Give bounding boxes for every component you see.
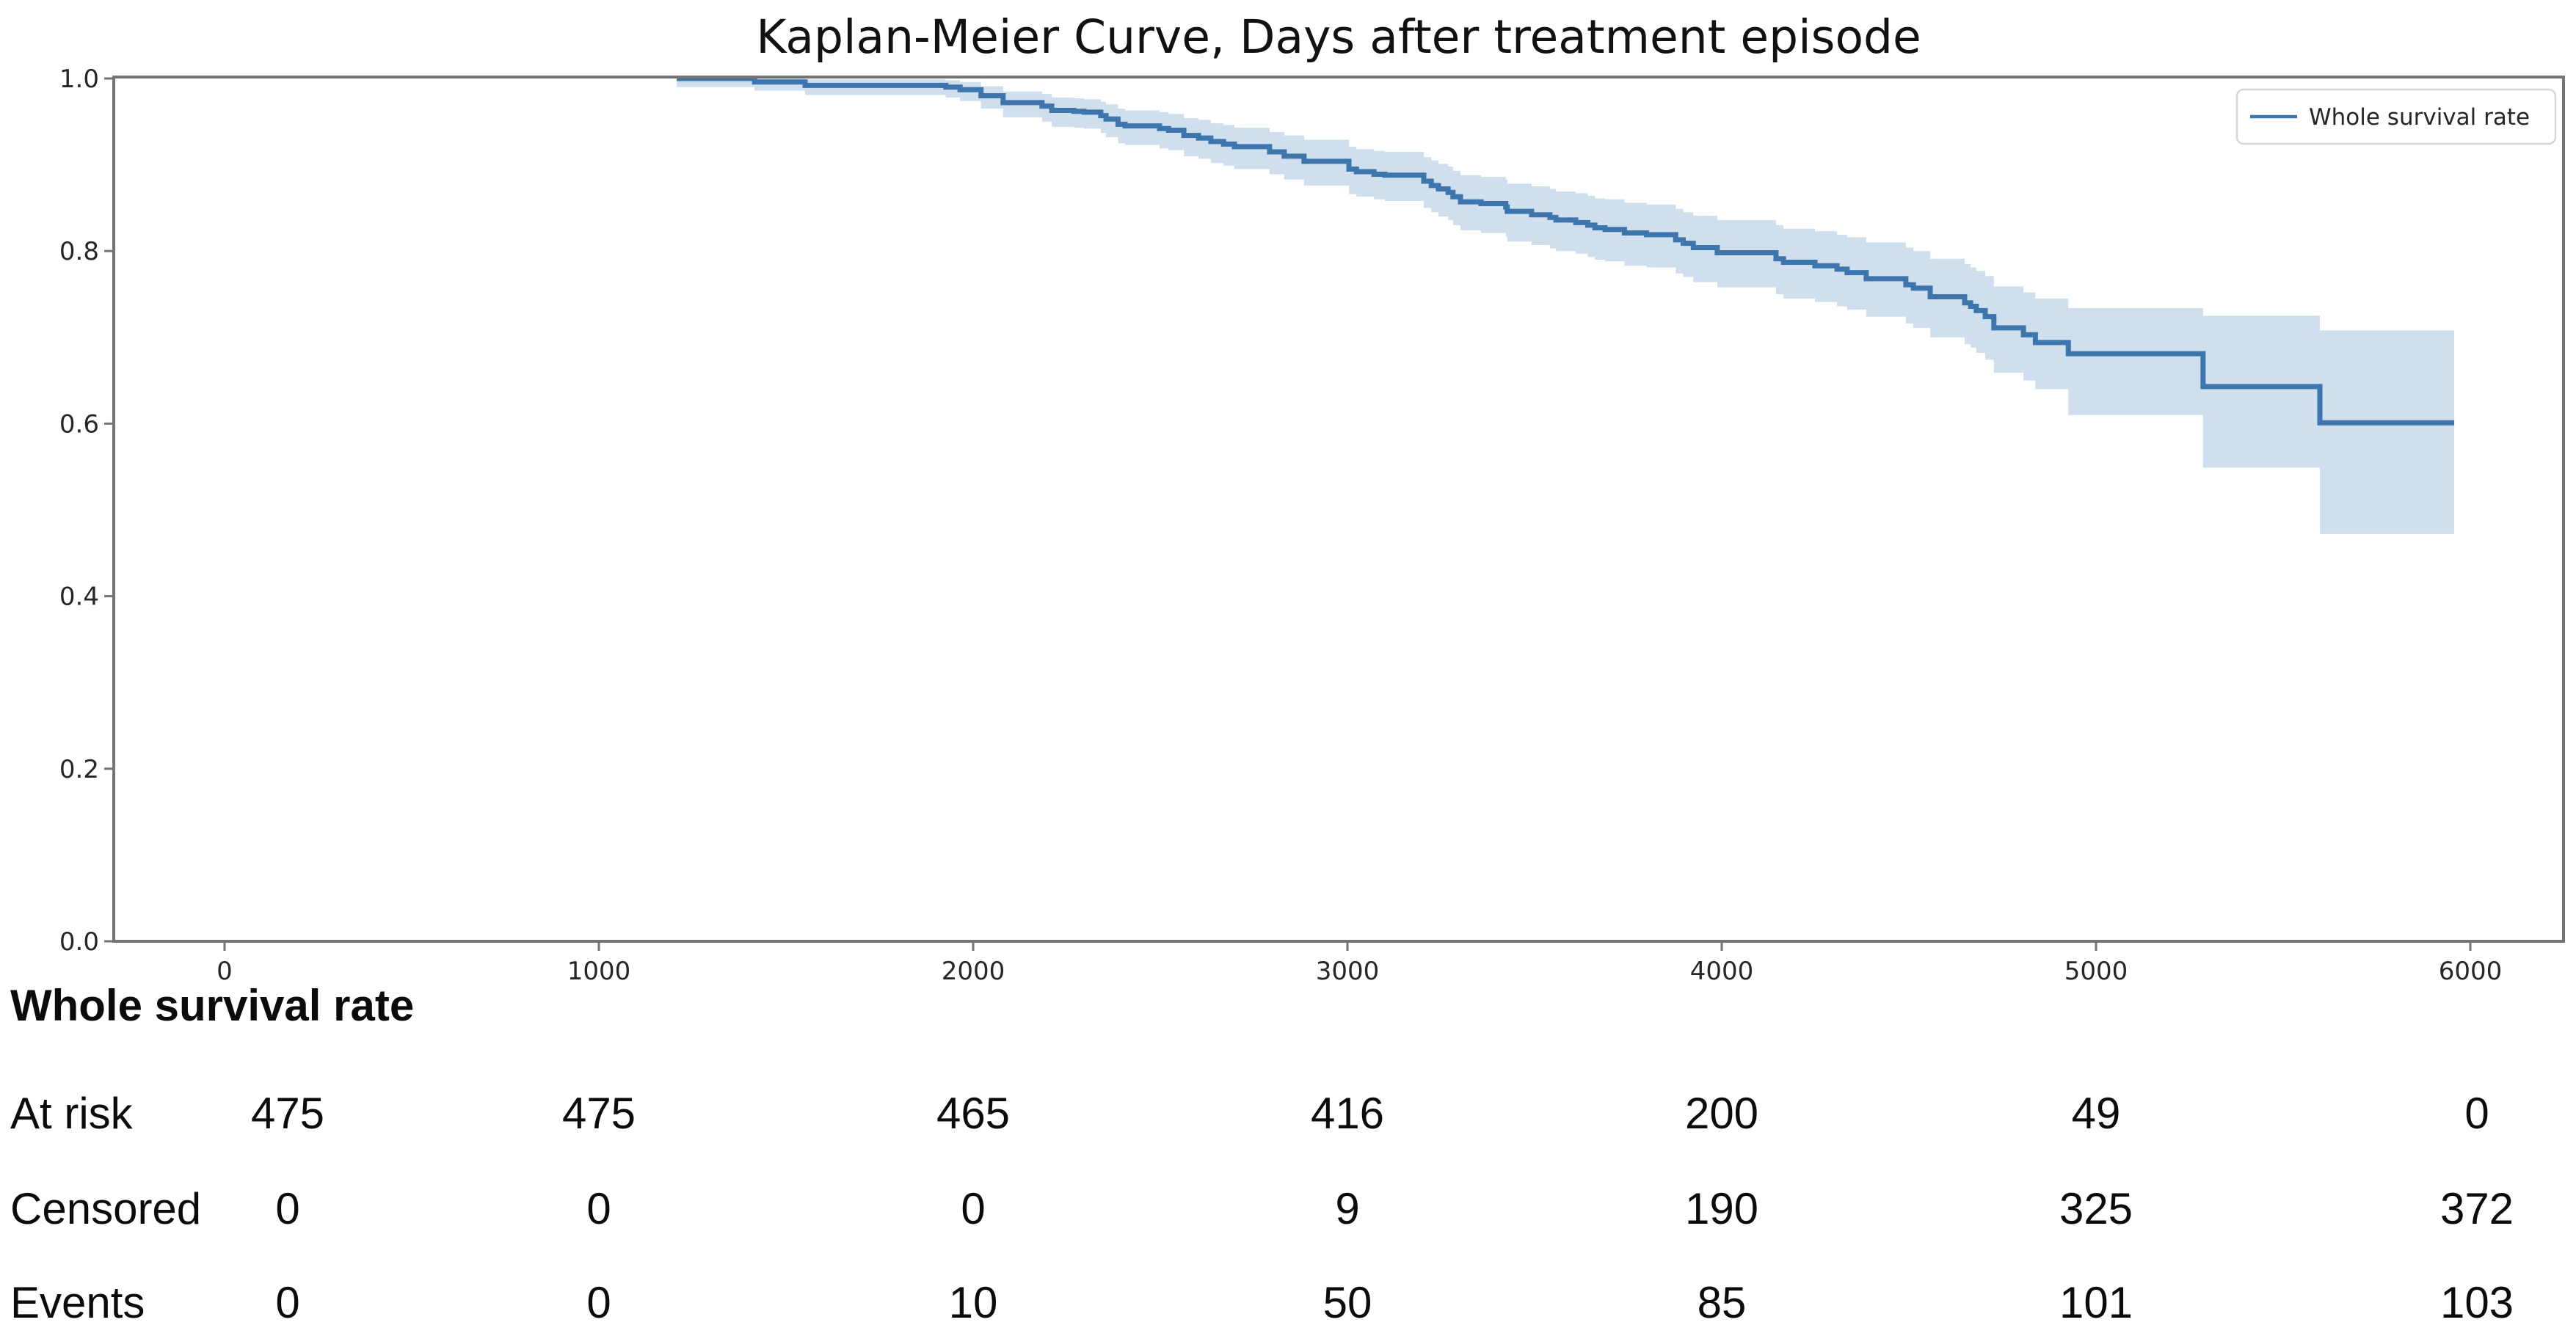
axes-frame-group <box>112 76 2565 943</box>
y-tick-label: 1.0 <box>59 65 99 94</box>
y-tick-label: 0.8 <box>59 237 99 266</box>
legend: Whole survival rate <box>2235 88 2557 145</box>
confidence-band <box>677 79 2455 534</box>
survival-line-group <box>677 76 2455 426</box>
legend-box <box>2235 88 2557 145</box>
x-tick-label: 3000 <box>1316 957 1380 986</box>
confidence-band-group <box>677 79 2455 534</box>
legend-label: Whole survival rate <box>2309 104 2530 131</box>
y-tick-label: 0.2 <box>59 755 99 784</box>
survival-step-line <box>677 76 2455 426</box>
x-tick-label: 0 <box>217 957 233 986</box>
x-tick-label: 1000 <box>567 957 631 986</box>
x-tick-label: 4000 <box>1690 957 1754 986</box>
x-tick-label: 2000 <box>942 957 1005 986</box>
x-tick-label: 6000 <box>2439 957 2503 986</box>
y-tick-label: 0.0 <box>59 927 99 957</box>
y-tick-label: 0.6 <box>59 409 99 439</box>
y-axis-ticks: 0.0 0.2 0.4 0.6 0.8 1.0 <box>59 65 114 957</box>
y-tick-label: 0.4 <box>59 583 99 612</box>
x-axis-ticks: 0 1000 2000 3000 4000 5000 6000 <box>217 941 2502 986</box>
chart-title: Kaplan-Meier Curve, Days after treatment… <box>756 10 1921 64</box>
x-tick-label: 5000 <box>2064 957 2128 986</box>
plot-frame <box>112 76 2565 943</box>
